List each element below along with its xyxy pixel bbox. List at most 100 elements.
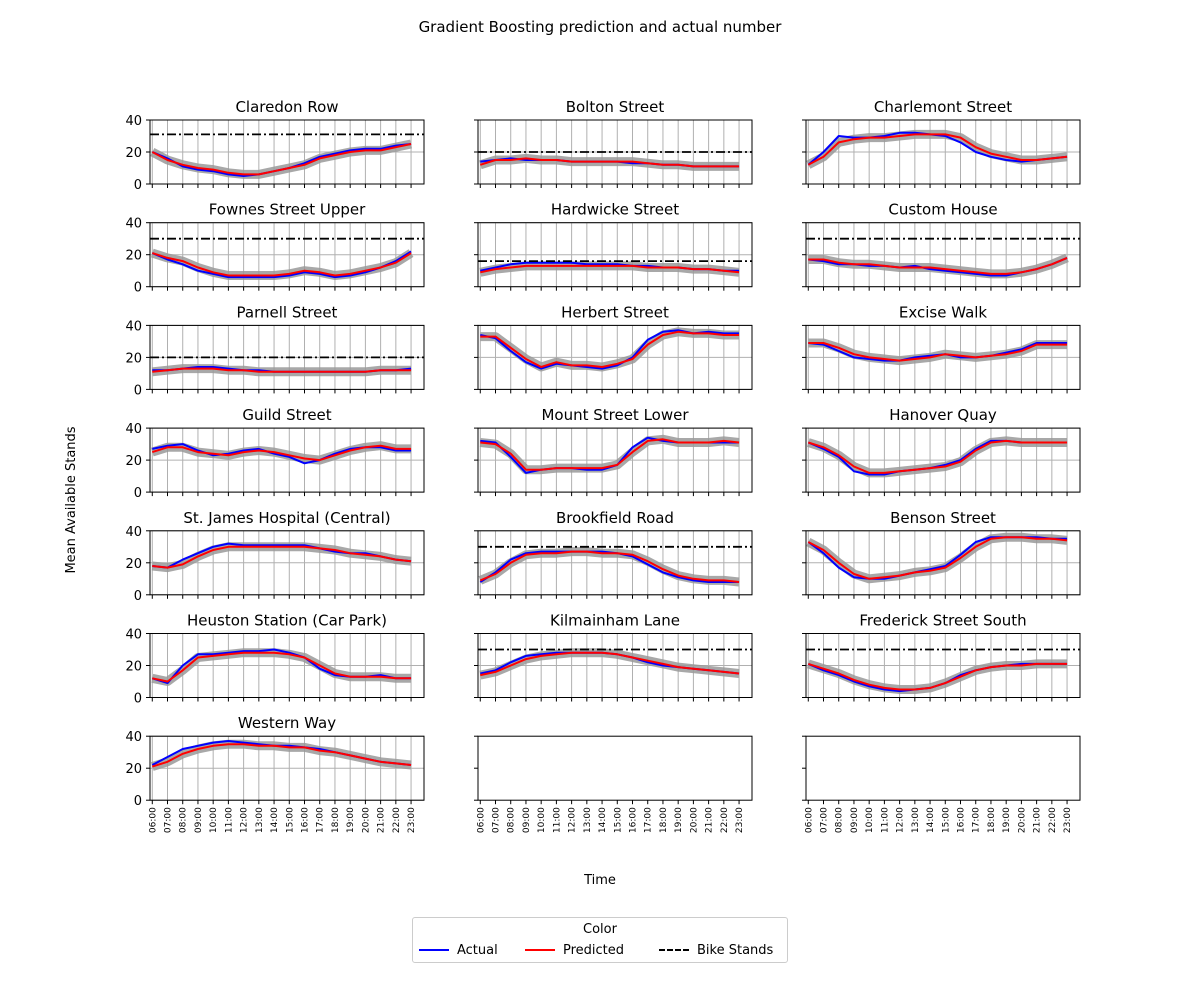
- figure-title: Gradient Boosting prediction and actual …: [419, 18, 783, 36]
- y-tick-label: 0: [134, 794, 142, 809]
- subplot-title: Brookfield Road: [556, 509, 674, 527]
- predicted-series-line: [479, 550, 740, 583]
- x-tick-label: 21:00: [705, 807, 715, 833]
- predicted-series-line: [807, 133, 1068, 166]
- y-tick-label: 20: [125, 557, 142, 572]
- subplot-3: Charlemont Street: [802, 98, 1081, 188]
- predicted-series-line: [151, 143, 412, 176]
- x-tick-label: 22:00: [1048, 807, 1058, 833]
- subplot-title: Guild Street: [242, 406, 331, 424]
- y-tick-label: 40: [125, 114, 142, 129]
- x-tick-label: 09:00: [194, 807, 204, 833]
- bike-stands-line-swatch: [659, 949, 689, 951]
- subplot-title: Bolton Street: [566, 98, 665, 116]
- subplot-9: Excise Walk: [802, 303, 1081, 394]
- x-tick-label: 06:00: [804, 807, 814, 833]
- x-tick-label: 16:00: [301, 807, 311, 833]
- x-tick-label: 06:00: [476, 807, 486, 833]
- x-tick-label: 11:00: [552, 807, 562, 833]
- x-tick-label: 13:00: [583, 807, 593, 833]
- x-tick-label: 14:00: [598, 807, 608, 833]
- subplot-title: Claredon Row: [235, 98, 338, 116]
- legend-item-predicted: Predicted: [525, 941, 624, 959]
- legend-title: Color: [583, 922, 617, 937]
- x-tick-label: 17:00: [972, 807, 982, 833]
- x-tick-label: 20:00: [689, 807, 699, 833]
- y-tick-label: 40: [125, 217, 142, 232]
- x-tick-label: 09:00: [522, 807, 532, 833]
- x-tick-label: 14:00: [270, 807, 280, 833]
- x-tick-label: 16:00: [629, 807, 639, 833]
- subplot-15: Benson Street: [802, 509, 1081, 599]
- x-tick-label: 18:00: [331, 807, 341, 833]
- subplot-title: Hardwicke Street: [551, 201, 679, 219]
- x-tick-label: 09:00: [850, 807, 860, 833]
- x-tick-label: 08:00: [179, 807, 189, 833]
- x-tick-label: 20:00: [1017, 807, 1027, 833]
- predicted-series-line: [480, 651, 740, 677]
- subplot-title: Mount Street Lower: [541, 406, 689, 424]
- subplot-5: Hardwicke Street: [474, 201, 753, 291]
- subplot-grid: Claredon Row 0 20 40 Bolton Street Charlemont…: [125, 98, 1081, 833]
- x-tick-label: 22:00: [392, 807, 402, 833]
- actual-series-line: [151, 250, 412, 279]
- predicted-line-swatch: [525, 949, 555, 951]
- x-tick-label: 13:00: [255, 807, 265, 833]
- x-tick-label: 11:00: [880, 807, 890, 833]
- subplot-11: Mount Street Lower: [474, 406, 753, 497]
- subplot-8: Herbert Street: [474, 303, 753, 394]
- predicted-series-line: [151, 252, 412, 277]
- subplot-title: Herbert Street: [561, 303, 669, 321]
- predicted-series-line: [480, 264, 740, 274]
- x-tick-label: 10:00: [537, 807, 547, 833]
- x-tick-label: 08:00: [507, 807, 517, 833]
- axes-frame: [477, 735, 753, 801]
- prediction-band: [480, 327, 740, 372]
- subplot-4: Fownes Street Upper 0 20 40: [125, 201, 425, 296]
- legend-label-predicted: Predicted: [563, 942, 625, 958]
- y-tick-label: 0: [134, 486, 142, 501]
- y-tick-label: 40: [125, 628, 142, 643]
- y-tick-label: 20: [125, 762, 142, 777]
- predicted-series-line: [151, 743, 412, 768]
- subplot-20: 06:00 07:00 08:00 09:00 10:00 11:00 12:00 13:00…: [474, 735, 753, 833]
- subplot-title: Hanover Quay: [889, 406, 997, 424]
- y-tick-label: 0: [134, 178, 142, 193]
- x-tick-label: 12:00: [568, 807, 578, 833]
- y-tick-label: 0: [134, 589, 142, 604]
- legend-label-bike-stands: Bike Stands: [697, 942, 774, 958]
- y-tick-label: 0: [134, 692, 142, 707]
- subplot-6: Custom House: [802, 201, 1081, 291]
- axes-frame: [805, 735, 1081, 801]
- y-tick-label: 0: [134, 383, 142, 398]
- x-tick-label: 10:00: [209, 807, 219, 833]
- predicted-series-line: [807, 536, 1068, 580]
- predicted-series-line: [152, 651, 412, 683]
- subplot-title: Benson Street: [890, 509, 996, 527]
- x-tick-label: 21:00: [1033, 807, 1043, 833]
- subplot-title: Parnell Street: [237, 303, 338, 321]
- x-tick-label: 12:00: [240, 807, 250, 833]
- x-tick-label: 21:00: [377, 807, 387, 833]
- subplot-title: Western Way: [238, 714, 336, 732]
- y-tick-label: 40: [125, 319, 142, 334]
- legend: Color Actual Predicted Bike Stands: [412, 917, 788, 963]
- x-tick-label: 18:00: [659, 807, 669, 833]
- x-tick-label: 14:00: [926, 807, 936, 833]
- subplot-title: Frederick Street South: [859, 612, 1026, 630]
- subplot-17: Kilmainham Lane: [474, 612, 753, 702]
- y-tick-label: 0: [134, 281, 142, 296]
- subplot-14: Brookfield Road: [474, 509, 753, 599]
- predicted-series-line: [152, 545, 412, 569]
- subplot-2: Bolton Street: [474, 98, 753, 188]
- predicted-series-line: [151, 444, 412, 462]
- x-tick-label: 07:00: [164, 807, 174, 833]
- x-tick-label: 17:00: [644, 807, 654, 833]
- legend-item-bike-stands: Bike Stands: [659, 941, 773, 959]
- x-tick-label: 11:00: [224, 807, 234, 833]
- predicted-series-line: [479, 157, 740, 168]
- subplot-21: 06:00 07:00 08:00 09:00 10:00 11:00 12:00 13:00…: [802, 735, 1081, 833]
- x-tick-label: 15:00: [941, 807, 951, 833]
- subplot-16: Heuston Station (Car Park) 0 20 40: [125, 612, 425, 707]
